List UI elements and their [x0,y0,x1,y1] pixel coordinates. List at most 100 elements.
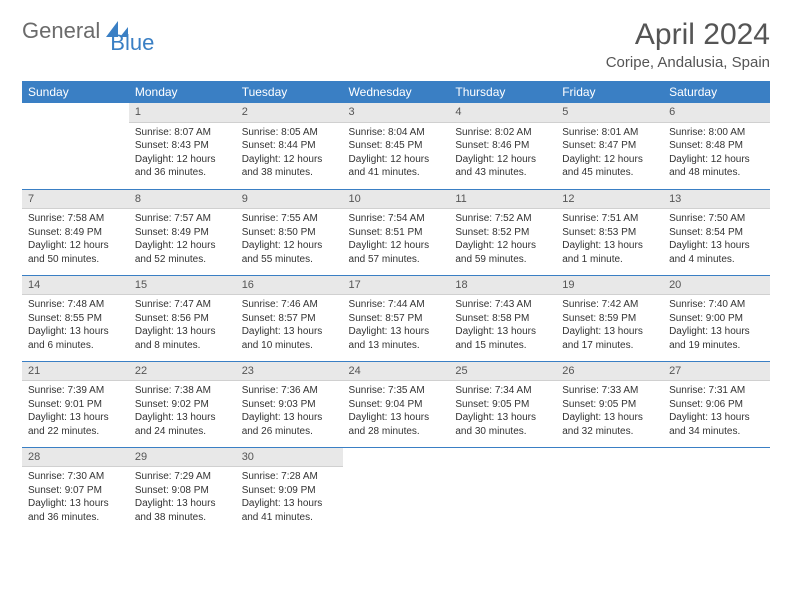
calendar-week-row: 21Sunrise: 7:39 AMSunset: 9:01 PMDayligh… [22,361,770,447]
calendar-day-cell [556,447,663,533]
calendar-week-row: 14Sunrise: 7:48 AMSunset: 8:55 PMDayligh… [22,275,770,361]
day-number: 18 [449,276,556,296]
calendar-day-cell: 16Sunrise: 7:46 AMSunset: 8:57 PMDayligh… [236,275,343,361]
calendar-day-cell: 27Sunrise: 7:31 AMSunset: 9:06 PMDayligh… [663,361,770,447]
calendar-day-cell: 12Sunrise: 7:51 AMSunset: 8:53 PMDayligh… [556,189,663,275]
day-number: 25 [449,362,556,382]
day-details: Sunrise: 7:48 AMSunset: 8:55 PMDaylight:… [22,295,129,356]
weekday-header-row: SundayMondayTuesdayWednesdayThursdayFrid… [22,81,770,103]
day-number: 29 [129,448,236,468]
title-block: April 2024 Coripe, Andalusia, Spain [606,18,770,71]
calendar-day-cell: 18Sunrise: 7:43 AMSunset: 8:58 PMDayligh… [449,275,556,361]
calendar-day-cell: 5Sunrise: 8:01 AMSunset: 8:47 PMDaylight… [556,103,663,189]
calendar-day-cell: 19Sunrise: 7:42 AMSunset: 8:59 PMDayligh… [556,275,663,361]
day-number: 6 [663,103,770,123]
day-number: 14 [22,276,129,296]
calendar-day-cell: 10Sunrise: 7:54 AMSunset: 8:51 PMDayligh… [343,189,450,275]
calendar-day-cell: 11Sunrise: 7:52 AMSunset: 8:52 PMDayligh… [449,189,556,275]
day-number: 2 [236,103,343,123]
calendar-day-cell: 26Sunrise: 7:33 AMSunset: 9:05 PMDayligh… [556,361,663,447]
calendar-day-cell: 2Sunrise: 8:05 AMSunset: 8:44 PMDaylight… [236,103,343,189]
month-title: April 2024 [606,18,770,52]
header: General Blue April 2024 Coripe, Andalusi… [22,18,770,71]
calendar-day-cell: 6Sunrise: 8:00 AMSunset: 8:48 PMDaylight… [663,103,770,189]
day-number: 7 [22,190,129,210]
logo-text-general: General [22,18,100,44]
calendar-day-cell: 28Sunrise: 7:30 AMSunset: 9:07 PMDayligh… [22,447,129,533]
day-details: Sunrise: 7:29 AMSunset: 9:08 PMDaylight:… [129,467,236,528]
day-number: 3 [343,103,450,123]
calendar-day-cell [449,447,556,533]
day-details: Sunrise: 7:58 AMSunset: 8:49 PMDaylight:… [22,209,129,270]
day-number: 28 [22,448,129,468]
day-number: 27 [663,362,770,382]
day-number: 23 [236,362,343,382]
calendar-day-cell: 20Sunrise: 7:40 AMSunset: 9:00 PMDayligh… [663,275,770,361]
weekday-header: Sunday [22,81,129,103]
day-number: 19 [556,276,663,296]
day-details: Sunrise: 8:04 AMSunset: 8:45 PMDaylight:… [343,123,450,184]
day-details: Sunrise: 7:54 AMSunset: 8:51 PMDaylight:… [343,209,450,270]
day-details: Sunrise: 7:51 AMSunset: 8:53 PMDaylight:… [556,209,663,270]
day-number: 11 [449,190,556,210]
day-details: Sunrise: 7:31 AMSunset: 9:06 PMDaylight:… [663,381,770,442]
day-number: 22 [129,362,236,382]
calendar-day-cell: 1Sunrise: 8:07 AMSunset: 8:43 PMDaylight… [129,103,236,189]
day-number: 10 [343,190,450,210]
calendar-day-cell: 3Sunrise: 8:04 AMSunset: 8:45 PMDaylight… [343,103,450,189]
calendar-day-cell: 4Sunrise: 8:02 AMSunset: 8:46 PMDaylight… [449,103,556,189]
calendar-week-row: 7Sunrise: 7:58 AMSunset: 8:49 PMDaylight… [22,189,770,275]
calendar-day-cell: 24Sunrise: 7:35 AMSunset: 9:04 PMDayligh… [343,361,450,447]
weekday-header: Friday [556,81,663,103]
day-number: 8 [129,190,236,210]
day-details: Sunrise: 7:39 AMSunset: 9:01 PMDaylight:… [22,381,129,442]
day-details: Sunrise: 7:43 AMSunset: 8:58 PMDaylight:… [449,295,556,356]
day-details: Sunrise: 7:34 AMSunset: 9:05 PMDaylight:… [449,381,556,442]
location: Coripe, Andalusia, Spain [606,54,770,71]
weekday-header: Thursday [449,81,556,103]
calendar-day-cell: 9Sunrise: 7:55 AMSunset: 8:50 PMDaylight… [236,189,343,275]
calendar-day-cell: 29Sunrise: 7:29 AMSunset: 9:08 PMDayligh… [129,447,236,533]
day-details: Sunrise: 7:33 AMSunset: 9:05 PMDaylight:… [556,381,663,442]
calendar-day-cell: 17Sunrise: 7:44 AMSunset: 8:57 PMDayligh… [343,275,450,361]
day-details: Sunrise: 7:55 AMSunset: 8:50 PMDaylight:… [236,209,343,270]
day-number: 16 [236,276,343,296]
calendar-week-row: 1Sunrise: 8:07 AMSunset: 8:43 PMDaylight… [22,103,770,189]
day-details: Sunrise: 8:02 AMSunset: 8:46 PMDaylight:… [449,123,556,184]
day-details: Sunrise: 7:38 AMSunset: 9:02 PMDaylight:… [129,381,236,442]
calendar-day-cell: 21Sunrise: 7:39 AMSunset: 9:01 PMDayligh… [22,361,129,447]
calendar-day-cell [22,103,129,189]
day-number: 4 [449,103,556,123]
calendar-day-cell: 14Sunrise: 7:48 AMSunset: 8:55 PMDayligh… [22,275,129,361]
weekday-header: Tuesday [236,81,343,103]
calendar-table: SundayMondayTuesdayWednesdayThursdayFrid… [22,81,770,533]
calendar-day-cell: 25Sunrise: 7:34 AMSunset: 9:05 PMDayligh… [449,361,556,447]
calendar-body: 1Sunrise: 8:07 AMSunset: 8:43 PMDaylight… [22,103,770,533]
day-number: 15 [129,276,236,296]
weekday-header: Saturday [663,81,770,103]
calendar-day-cell [343,447,450,533]
calendar-day-cell [663,447,770,533]
day-details: Sunrise: 8:00 AMSunset: 8:48 PMDaylight:… [663,123,770,184]
day-number: 1 [129,103,236,123]
day-details: Sunrise: 8:01 AMSunset: 8:47 PMDaylight:… [556,123,663,184]
weekday-header: Monday [129,81,236,103]
day-number: 9 [236,190,343,210]
day-details: Sunrise: 7:42 AMSunset: 8:59 PMDaylight:… [556,295,663,356]
logo-text-blue: Blue [110,30,154,56]
day-details: Sunrise: 8:05 AMSunset: 8:44 PMDaylight:… [236,123,343,184]
day-details: Sunrise: 7:28 AMSunset: 9:09 PMDaylight:… [236,467,343,528]
day-number: 26 [556,362,663,382]
day-details: Sunrise: 7:50 AMSunset: 8:54 PMDaylight:… [663,209,770,270]
day-details: Sunrise: 7:30 AMSunset: 9:07 PMDaylight:… [22,467,129,528]
day-details: Sunrise: 7:57 AMSunset: 8:49 PMDaylight:… [129,209,236,270]
day-details: Sunrise: 7:36 AMSunset: 9:03 PMDaylight:… [236,381,343,442]
calendar-day-cell: 8Sunrise: 7:57 AMSunset: 8:49 PMDaylight… [129,189,236,275]
day-details: Sunrise: 7:52 AMSunset: 8:52 PMDaylight:… [449,209,556,270]
weekday-header: Wednesday [343,81,450,103]
calendar-day-cell: 22Sunrise: 7:38 AMSunset: 9:02 PMDayligh… [129,361,236,447]
day-number: 21 [22,362,129,382]
day-number: 12 [556,190,663,210]
day-details: Sunrise: 7:40 AMSunset: 9:00 PMDaylight:… [663,295,770,356]
day-number: 5 [556,103,663,123]
